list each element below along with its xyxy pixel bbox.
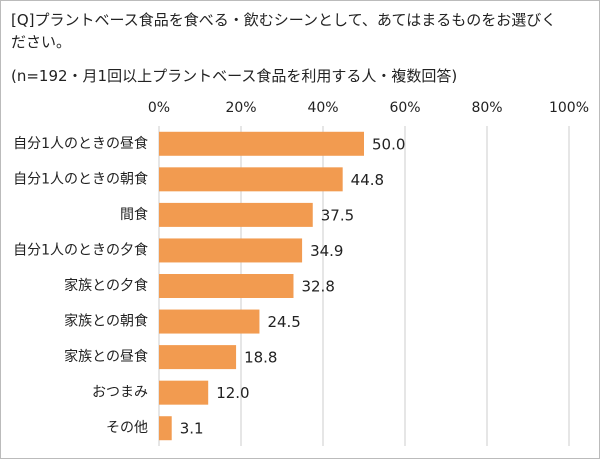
data-label: 37.5 [321,206,354,224]
data-label: 12.0 [216,384,249,402]
y-tick-label: 家族との昼食 [64,348,148,365]
bar [159,274,294,298]
x-tick-label: 20% [225,100,256,116]
data-label: 34.9 [310,242,343,260]
x-tick-label: 80% [471,100,502,116]
x-tick-label: 40% [307,100,338,116]
data-label: 32.8 [301,278,334,296]
bar [159,238,303,263]
y-tick-label: 家族との夕食 [64,277,148,294]
y-tick-label: 家族との朝食 [64,313,148,330]
x-tick-label: 60% [389,100,420,116]
bar [159,202,313,227]
data-label: 44.8 [351,171,384,189]
data-label: 24.5 [267,313,300,331]
bar [159,131,364,156]
y-tick-label: 間食 [120,206,148,223]
y-tick-label: 自分1人のときの夕食 [13,241,148,258]
x-tick-label: 100% [549,100,589,116]
data-label: 50.0 [372,135,405,153]
y-tick-label: その他 [106,420,148,436]
data-label: 18.8 [244,349,277,367]
bar [159,309,260,334]
y-tick-label: 自分1人のときの昼食 [13,135,148,152]
chart-subtitle: (n=192・月1回以上プラントベース食品を利用する人・複数回答) [11,67,458,85]
bar [159,345,237,370]
y-tick-label: 自分1人のときの朝食 [13,170,148,187]
chart-title: [Q]プラントベース食品を食べる・飲むシーンとして、あてはまるものをお選びくださ… [11,11,557,51]
x-tick-label: 0% [148,100,170,116]
bar [159,380,209,405]
bar [159,416,172,441]
y-tick-label: おつまみ [92,385,148,401]
bar [159,167,343,192]
data-label: 3.1 [180,420,204,438]
